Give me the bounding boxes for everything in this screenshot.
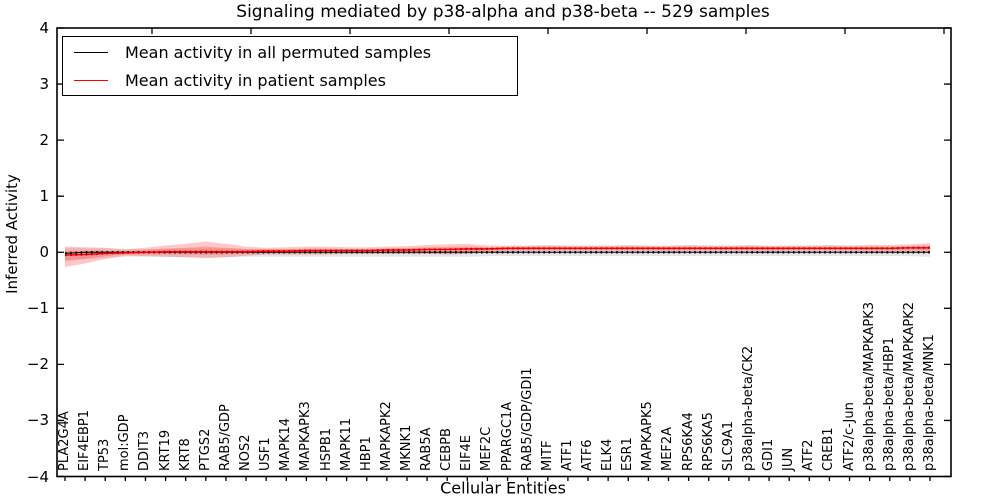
x-tick-label: p38alpha-beta/HBP1 (881, 336, 897, 471)
x-tick-label: MKNK1 (398, 424, 414, 471)
x-tick-label: USF1 (258, 437, 274, 471)
x-tick-label: p38alpha-beta/CK2 (740, 345, 756, 471)
x-tick-label: RAB5/GDP (217, 404, 233, 471)
x-axis-title: Cellular Entities (440, 478, 566, 498)
permuted-mean-markers (64, 251, 930, 255)
x-tick-label: JUN (781, 447, 797, 471)
x-tick-label: HBP1 (358, 436, 374, 471)
x-tick-label: RPS6KA4 (680, 412, 696, 471)
legend-label: Mean activity in all permuted samples (125, 42, 432, 62)
x-tick-label: MAPKAPK3 (298, 401, 314, 471)
y-tick-label: 2 (39, 131, 49, 150)
y-tick-label: −4 (26, 467, 49, 486)
x-tick-label: RAB5/GDP/GDI1 (519, 367, 535, 471)
x-tick-label: ATF6 (580, 439, 596, 471)
patient-line-sample-icon (74, 79, 108, 81)
y-tick-label: 4 (39, 19, 49, 37)
permuted-line-sample-icon (74, 51, 108, 53)
x-tick-label: CEBPB (439, 428, 455, 471)
x-tick-label: ESR1 (620, 437, 636, 471)
y-tick-label: 1 (39, 187, 49, 206)
x-tick-label: HSPB1 (318, 427, 334, 471)
x-tick-label: NOS2 (238, 434, 254, 471)
x-tick-label: GDI1 (761, 438, 777, 471)
x-tick-label: SLC9A1 (720, 420, 736, 471)
x-tick-label: ATF2 (801, 439, 817, 471)
x-tick-label: PLA2G4A (57, 411, 72, 471)
legend-item-patient: Mean activity in patient samples (63, 67, 517, 93)
y-tick-label: −2 (26, 355, 49, 374)
x-tick-label: ATF1 (559, 439, 575, 471)
x-tick-label: p38alpha-beta/MAPKAPK3 (861, 302, 877, 471)
x-tick-label: MAPK14 (278, 417, 294, 471)
x-tick-label: PPARGC1A (499, 401, 515, 471)
x-tick-label: KRT8 (177, 438, 193, 471)
x-tick-label: ATF2/c-Jun (841, 402, 857, 471)
x-tick-label: mol:GDP (117, 414, 133, 471)
legend-item-permuted: Mean activity in all permuted samples (63, 39, 517, 65)
y-tick-label: 3 (39, 75, 49, 94)
x-tick-label: EIF4E (459, 434, 475, 471)
x-tick-label: EIF4EBP1 (77, 409, 93, 471)
chart-title: Signaling mediated by p38-alpha and p38-… (236, 2, 770, 22)
x-tick-label: RPS6KA5 (700, 412, 716, 471)
patient-band-inner (65, 245, 930, 261)
x-tick-label: p38alpha-beta/MAPKAPK2 (901, 302, 917, 471)
x-tick-label: ELK4 (600, 438, 616, 471)
legend: Mean activity in all permuted samples Me… (62, 36, 518, 96)
x-tick-label: MEF2A (660, 426, 676, 471)
x-tick-label: CREB1 (821, 427, 837, 471)
x-tick-label: MITF (539, 440, 555, 471)
legend-label: Mean activity in patient samples (125, 70, 386, 90)
y-tick-label: −3 (26, 411, 49, 430)
x-tick-label: KRT19 (157, 429, 173, 471)
y-tick-label: −1 (26, 299, 49, 318)
x-tick-label: RAB5A (419, 427, 435, 471)
axis-ticks (57, 27, 951, 481)
x-tick-label: MEF2C (479, 426, 495, 471)
patient-mean-markers (64, 246, 930, 257)
x-tick-label: TP53 (97, 438, 113, 471)
x-tick-label: p38alpha-beta/MNK1 (922, 334, 937, 471)
x-tick-label: PTGS2 (197, 428, 213, 471)
x-tick-label: DDIT3 (137, 430, 153, 471)
y-tick-label: 0 (39, 243, 49, 262)
x-tick-label: MAPK11 (338, 417, 354, 471)
x-tick-label: MAPKAPK5 (640, 401, 656, 471)
x-tick-label: MAPKAPK2 (378, 401, 394, 471)
